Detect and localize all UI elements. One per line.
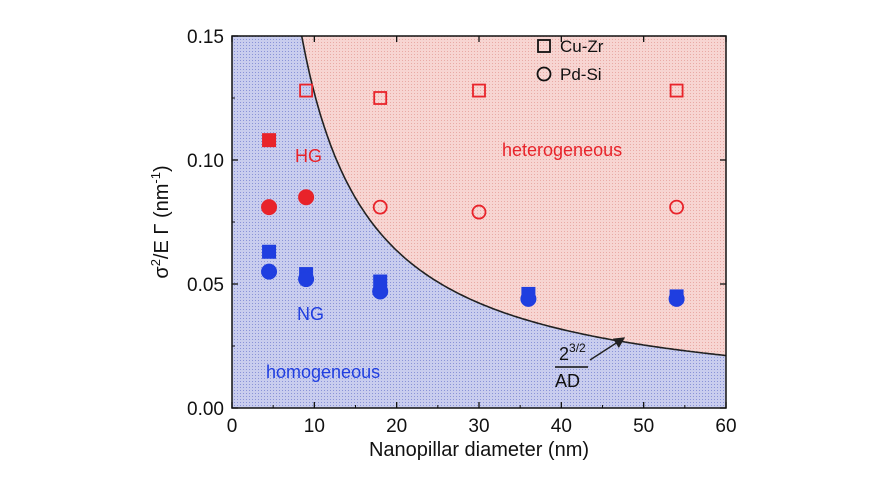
filled-blue-circle-marker xyxy=(372,283,389,300)
filled-red-circle-marker xyxy=(261,199,278,216)
y-tick-label: 0.05 xyxy=(187,275,224,296)
x-tick-label: 60 xyxy=(715,416,736,437)
ng-label: NG xyxy=(297,304,324,324)
x-axis-title: Nanopillar diameter (nm) xyxy=(369,439,589,461)
filled-red-square-marker xyxy=(262,133,277,148)
open-red-circle-marker xyxy=(372,199,388,215)
filled-blue-circle-marker xyxy=(298,271,315,288)
open-red-circle-marker xyxy=(471,204,487,220)
heterogeneous-label: heterogeneous xyxy=(502,140,622,160)
open-red-circle-marker xyxy=(669,199,684,215)
legend-label-cu-zr: Cu-Zr xyxy=(560,37,604,56)
hg-label: HG xyxy=(295,146,322,166)
filled-red-circle-marker xyxy=(298,189,315,206)
filled-blue-square-marker xyxy=(262,244,277,259)
x-tick-label: 30 xyxy=(468,416,489,437)
formula-arrow xyxy=(589,337,626,361)
formula-denominator: AD xyxy=(555,371,580,391)
legend-circle-marker xyxy=(536,66,552,82)
open-red-square-marker xyxy=(299,83,314,98)
homogeneous-label: homogeneous xyxy=(266,362,380,382)
x-tick-label: 0 xyxy=(227,416,238,437)
boundary-curve xyxy=(300,36,726,357)
legend-square-marker xyxy=(537,39,551,53)
open-red-square-marker xyxy=(669,83,684,98)
y-tick-label: 0.15 xyxy=(187,27,224,48)
filled-blue-circle-marker xyxy=(520,290,537,307)
y-tick-label: 0.10 xyxy=(187,151,224,172)
heterogeneous-region xyxy=(301,36,726,356)
filled-blue-circle-marker xyxy=(668,290,685,307)
x-tick-label: 40 xyxy=(551,416,572,437)
y-axis-title: σ2/E Γ (nm-1) xyxy=(148,165,173,278)
legend: Cu-Zr Pd-Si xyxy=(536,37,604,84)
open-red-square-marker xyxy=(373,91,388,105)
x-tick-label: 50 xyxy=(633,416,654,437)
curve-formula: 23/2 AD xyxy=(555,337,626,391)
x-tick-label: 20 xyxy=(386,416,407,437)
legend-label-pd-si: Pd-Si xyxy=(560,65,602,84)
filled-blue-circle-marker xyxy=(261,263,278,280)
y-tick-label: 0.00 xyxy=(187,399,224,420)
formula-numerator: 23/2 xyxy=(559,341,586,364)
open-red-square-marker xyxy=(472,83,486,98)
x-tick-label: 10 xyxy=(304,416,325,437)
